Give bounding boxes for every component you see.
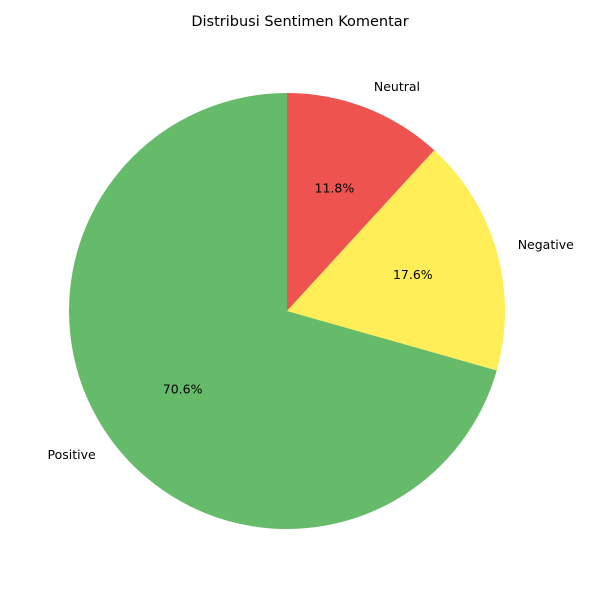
chart-title: Distribusi Sentimen Komentar (191, 14, 409, 30)
pie-slice-neutral (287, 93, 435, 311)
pie-slices (68, 93, 505, 529)
slice-percent-positive: 70.6% (163, 381, 203, 396)
slice-percent-neutral: 11.8% (315, 181, 355, 196)
slice-label-positive: Positive (48, 447, 96, 462)
pie-slice-positive (68, 93, 497, 529)
slice-label-neutral: Neutral (374, 79, 420, 94)
slice-percent-negative: 17.6% (393, 267, 433, 282)
pie-slice-negative (287, 150, 505, 371)
slice-label-negative: Negative (518, 237, 574, 252)
pie-labels: Neutral 11.8% Negative 17.6% Positive 70.6% (48, 79, 575, 462)
